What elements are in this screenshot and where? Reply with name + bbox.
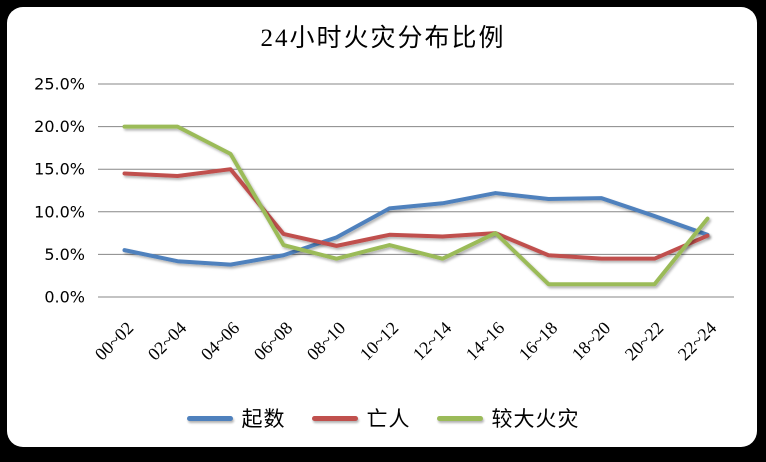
legend-label: 较大火灾 (491, 407, 580, 431)
x-axis-category-label: 12~14 (409, 318, 455, 364)
series-line-2 (122, 124, 710, 287)
y-axis-tick-label: 5.0% (44, 245, 85, 264)
y-axis-tick-label: 0.0% (44, 288, 85, 307)
legend-label: 起数 (241, 407, 286, 431)
legend-swatch-line (186, 415, 233, 421)
legend: 起数 亡人 较大火灾 (0, 403, 766, 433)
x-axis-category-label: 16~18 (515, 318, 561, 364)
series-line-1 (122, 167, 710, 261)
legend-item: 亡人 (311, 403, 411, 433)
series-lines (122, 124, 710, 287)
legend-swatch-line (436, 415, 483, 421)
series-line-0 (122, 191, 710, 267)
x-axis-category-label: 22~24 (674, 318, 720, 364)
x-axis-category-label: 02~04 (144, 318, 190, 364)
y-axis-tick-labels: 0.0% 5.0% 10.0% 15.0% 20.0% 25.0% (34, 75, 85, 307)
legend-item: 较大火灾 (436, 403, 580, 433)
chart-title: 24小时火灾分布比例 (260, 25, 506, 52)
y-axis-tick-label: 20.0% (34, 117, 85, 136)
x-axis-category-label: 06~08 (250, 318, 296, 364)
x-axis-category-label: 20~22 (621, 318, 667, 364)
gridlines (98, 83, 734, 298)
legend-item: 起数 (186, 403, 286, 433)
chart-card (7, 7, 757, 447)
x-axis-category-label: 04~06 (197, 318, 243, 364)
x-axis-category-label: 00~02 (91, 318, 137, 364)
x-axis-category-label: 08~10 (303, 318, 349, 364)
x-axis-category-label: 10~12 (356, 318, 402, 364)
x-axis-category-label: 14~16 (462, 318, 508, 364)
y-axis-tick-label: 10.0% (34, 202, 85, 221)
legend-swatch-line (311, 415, 358, 421)
y-axis-tick-label: 15.0% (34, 160, 85, 179)
x-axis-category-labels: 00~02 02~04 04~06 06~08 08~10 10~12 12~14 14~16… (91, 318, 720, 364)
x-axis-category-label: 18~20 (568, 318, 614, 364)
y-axis-tick-label: 25.0% (34, 75, 85, 94)
legend-label: 亡人 (366, 407, 411, 431)
